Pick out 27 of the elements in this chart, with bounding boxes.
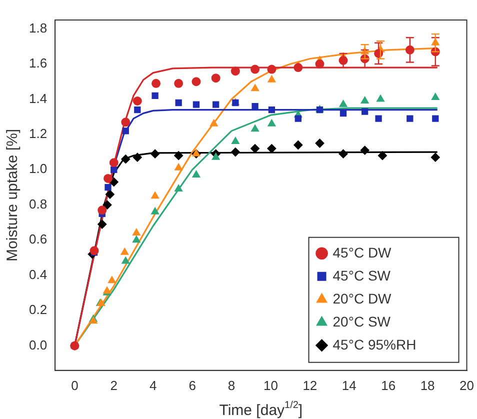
y-tick-label: 1.8 bbox=[28, 20, 48, 36]
x-tick-label: 2 bbox=[110, 378, 118, 393]
y-tick-label: 1.4 bbox=[28, 90, 48, 106]
x-tick-label: 14 bbox=[342, 378, 356, 393]
x-tick-label: 0 bbox=[71, 378, 78, 393]
y-tick-label: 0.4 bbox=[28, 266, 48, 282]
x-tick-label: 16 bbox=[381, 378, 396, 393]
y-tick-label: 0.2 bbox=[28, 302, 48, 318]
x-tick-label: 18 bbox=[420, 378, 435, 393]
y-tick-label: 1.0 bbox=[28, 161, 48, 176]
legend-label: 45°C SW bbox=[332, 267, 392, 284]
legend-label: 20°C SW bbox=[332, 313, 392, 330]
x-tick-label: 20 bbox=[460, 378, 474, 393]
legend-label: 45°C DW bbox=[332, 244, 392, 260]
y-tick-label: 1.2 bbox=[28, 126, 48, 142]
y-tick-label: 0.6 bbox=[28, 232, 48, 247]
y-tick-label: 1.6 bbox=[28, 56, 48, 71]
y-tick-label: 0.8 bbox=[28, 196, 48, 212]
legend-label: 45°C 95%RH bbox=[332, 336, 416, 352]
x-tick-label: 10 bbox=[263, 378, 278, 393]
x-tick-label: 4 bbox=[149, 378, 157, 393]
x-tick-label: 12 bbox=[302, 378, 318, 393]
legend-label: 20°C DW bbox=[332, 290, 392, 306]
y-axis-title: Moisture uptake [%] bbox=[4, 128, 22, 262]
x-tick-label: 8 bbox=[228, 378, 236, 393]
y-tick-label: 0.0 bbox=[28, 337, 48, 352]
x-tick-label: 6 bbox=[188, 378, 196, 393]
